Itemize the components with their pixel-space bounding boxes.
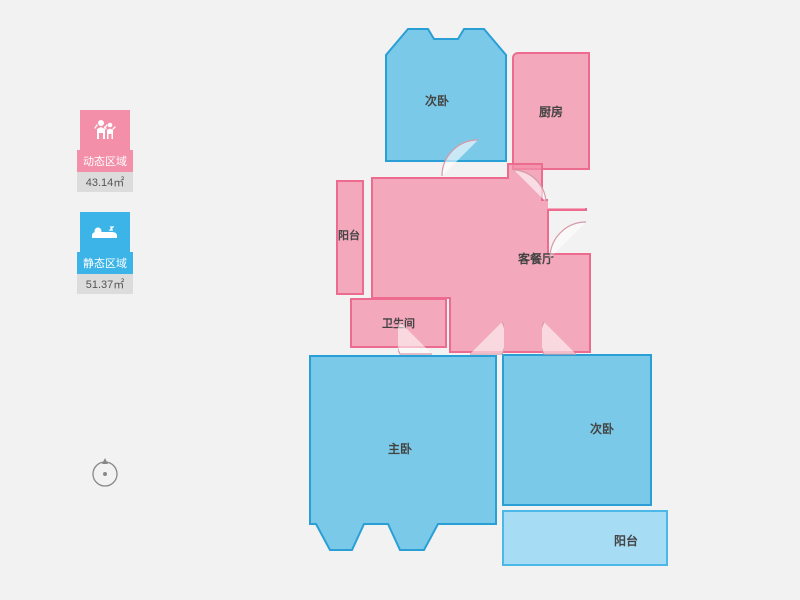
door-arc-6 bbox=[548, 220, 588, 260]
room-label-balcony-left: 阳台 bbox=[338, 226, 360, 244]
legend-dynamic-area: 43.14㎡ bbox=[77, 172, 133, 192]
legend-dynamic-label: 动态区域 bbox=[77, 150, 133, 172]
door-arc-2 bbox=[512, 168, 548, 204]
legend-static-label: 静态区域 bbox=[77, 252, 133, 274]
door-arc-5 bbox=[542, 320, 578, 356]
floorplan: 次卧 厨房 客餐厅 阳台 卫生间 主卧 次卧 阳台 bbox=[280, 20, 680, 580]
room-label-balcony-bottom: 阳台 bbox=[614, 532, 638, 550]
legend-static-area: 51.37㎡ bbox=[77, 274, 133, 294]
door-arc-4 bbox=[468, 320, 504, 356]
people-icon bbox=[80, 110, 130, 150]
room-label-secondary-top: 次卧 bbox=[425, 92, 449, 110]
room-kitchen: 厨房 bbox=[512, 52, 590, 170]
room-balcony-bottom bbox=[502, 510, 668, 566]
door-arc-1 bbox=[440, 138, 480, 178]
room-secondary-bedroom-right bbox=[502, 354, 652, 506]
corridor-gap bbox=[548, 172, 590, 208]
legend-dynamic: 动态区域 43.14㎡ bbox=[75, 110, 135, 192]
legend-static: 静态区域 51.37㎡ bbox=[75, 212, 135, 294]
room-label-kitchen: 厨房 bbox=[539, 103, 563, 120]
compass-icon bbox=[88, 455, 122, 494]
sleep-icon bbox=[80, 212, 130, 252]
room-label-master: 主卧 bbox=[388, 440, 412, 458]
room-label-secondary-right: 次卧 bbox=[590, 420, 614, 438]
door-arc-3 bbox=[398, 320, 434, 356]
legend: 动态区域 43.14㎡ 静态区域 51.37㎡ bbox=[75, 110, 135, 314]
